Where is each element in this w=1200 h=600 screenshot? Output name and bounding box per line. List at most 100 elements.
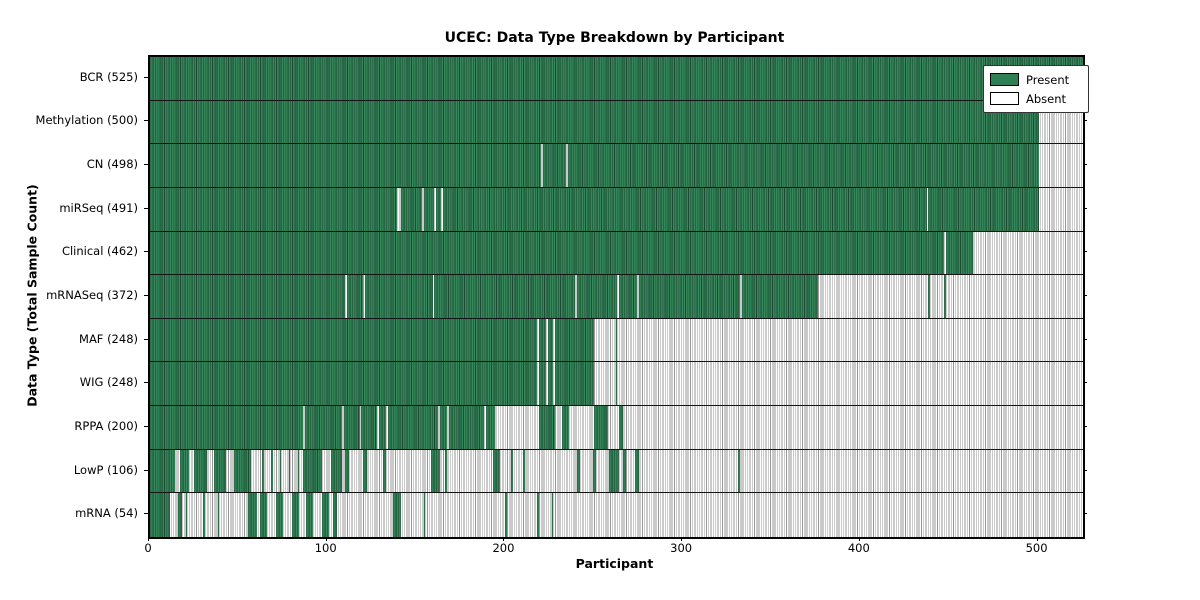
present-segment [150,493,170,537]
heatmap-row-MAF [150,318,1083,363]
ytick-label-WIG: WIG (248) [79,375,138,390]
legend-entry-absent: Absent [990,89,1082,108]
heatmap-row-miRSeq [150,187,1083,232]
present-segment [247,493,257,537]
present-segment [150,57,1083,100]
present-segment [288,449,291,493]
present-segment [333,493,337,537]
ytick-mark [144,164,148,166]
xtick-mark [858,537,860,541]
xtick-label-0: 0 [144,541,152,555]
present-segment [150,449,175,493]
present-segment [233,449,252,493]
present-segment [150,187,398,231]
ytick-label-mRNA: mRNA (54) [75,506,138,521]
present-segment [537,493,540,537]
present-segment [445,449,447,493]
present-segment [510,449,513,493]
ytick-mark [1083,425,1087,427]
present-segment [150,362,538,406]
ytick-mark [1083,164,1087,166]
present-segment [562,406,570,449]
present-segment [555,318,595,362]
present-segment [439,406,447,449]
present-segment [302,449,323,493]
present-segment [388,406,438,449]
present-segment [592,449,597,493]
present-segment [615,362,618,406]
present-segment [178,493,182,537]
present-segment [619,275,637,318]
heatmap-row-Clinical [150,231,1083,276]
present-segment [279,449,282,493]
legend-entry-present: Present [990,70,1082,89]
present-segment [185,493,188,537]
heatmap-row-LowP [150,449,1083,494]
present-segment [448,406,485,449]
present-segment [347,275,364,318]
xtick-mark [148,537,149,541]
xtick-label-400: 400 [847,541,870,555]
ytick-label-miRSeq: miRSeq (491) [59,200,138,215]
present-segment [343,406,360,449]
present-segment [608,449,620,493]
present-segment [365,275,433,318]
present-segment [423,493,426,537]
ytick-mark [144,513,148,515]
ytick-mark [144,76,148,78]
xtick-mark [681,537,683,541]
ytick-mark [1083,295,1087,296]
ytick-label-Clinical: Clinical (462) [61,244,138,259]
present-segment [436,187,442,231]
present-segment [260,493,268,537]
present-segment [150,100,1039,144]
present-segment [150,144,541,187]
present-segment [619,406,623,449]
present-segment [615,318,618,362]
heatmap-row-WIG [150,362,1083,407]
present-segment [492,449,501,493]
ytick-label-Methylation: Methylation (500) [35,113,138,128]
xtick-label-500: 500 [1025,541,1048,555]
ytick-mark [144,120,148,122]
legend-label-present: Present [1026,72,1070,87]
present-segment [443,187,927,231]
present-segment [928,187,1039,231]
present-segment [276,493,284,537]
heatmap-row-Methylation [150,100,1083,145]
xtick-label-200: 200 [492,541,515,555]
present-segment [180,449,190,493]
ytick-mark [144,338,148,340]
present-segment [150,275,346,318]
present-segment [379,406,387,449]
present-segment [423,187,435,231]
present-segment [150,406,303,449]
ytick-label-CN: CN (498) [86,157,138,172]
x-axis-label: Participant [575,556,654,571]
present-segment [361,406,378,449]
present-segment [539,318,547,362]
present-segment [622,449,627,493]
present-swatch-icon [990,73,1019,86]
heatmap-row-CN [150,144,1083,188]
xtick-mark [503,537,505,541]
xtick-label-300: 300 [670,541,693,555]
present-segment [203,493,206,537]
present-segment [594,406,609,449]
ytick-mark [144,382,148,384]
present-segment [345,449,350,493]
present-segment [523,449,525,493]
present-segment [555,362,595,406]
present-segment [576,275,618,318]
absent-swatch-icon [990,92,1019,105]
ytick-label-BCR: BCR (525) [79,69,138,84]
present-segment [548,362,554,406]
present-segment [213,449,227,493]
ytick-mark [144,469,148,471]
present-segment [946,231,973,275]
present-segment [567,144,1039,187]
heatmap-row-mRNASeq [150,275,1083,319]
ytick-mark [1083,513,1087,515]
xtick-mark [1036,537,1038,541]
present-segment [928,275,931,318]
